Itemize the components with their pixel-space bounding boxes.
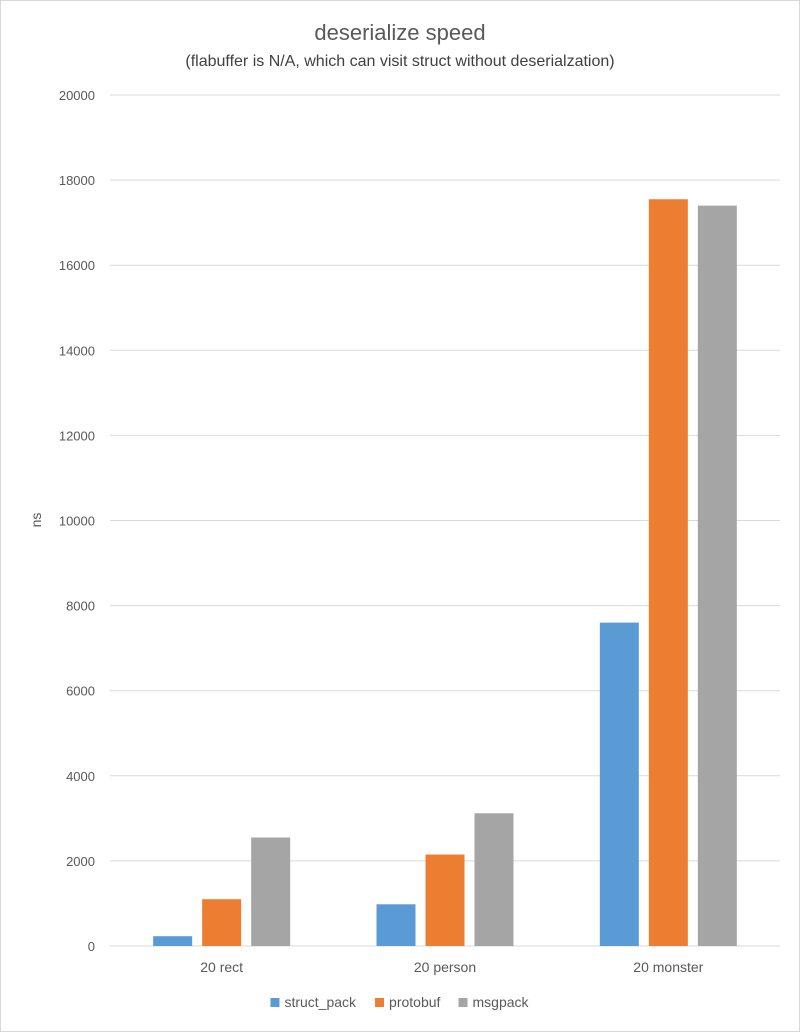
y-tick-label: 16000 (59, 258, 95, 273)
legend-item-msgpack: msgpack (458, 994, 530, 1010)
x-category-label: 20 monster (633, 959, 703, 975)
bar-struct-pack-20-rect (153, 936, 193, 946)
bar-struct-pack-20-monster (599, 622, 639, 946)
x-category-label: 20 rect (200, 959, 243, 975)
y-tick-label: 18000 (59, 173, 95, 188)
legend-swatch (458, 998, 468, 1007)
legend-label: protobuf (389, 994, 440, 1010)
legend-swatch (375, 998, 385, 1007)
y-tick-label: 8000 (66, 599, 95, 614)
legend-item-protobuf: protobuf (375, 994, 441, 1010)
legend-label: struct_pack (284, 994, 357, 1010)
legend-item-struct-pack: struct_pack (270, 994, 357, 1010)
y-tick-label: 14000 (59, 343, 95, 358)
y-tick-label: 4000 (66, 769, 95, 784)
legend-swatch (270, 998, 280, 1007)
bar-protobuf-20-monster (648, 199, 688, 946)
y-tick-label: 12000 (59, 428, 95, 443)
bar-msgpack-20-person (474, 813, 514, 946)
y-tick-label: 10000 (59, 514, 95, 529)
legend: struct_pack protobuf msgpack (270, 994, 530, 1010)
bar-msgpack-20-rect (251, 837, 291, 946)
y-tick-label: 2000 (66, 854, 95, 869)
bar-msgpack-20-monster (697, 205, 737, 946)
y-tick-label: 6000 (66, 684, 95, 699)
legend-label: msgpack (473, 994, 530, 1010)
bar-protobuf-20-rect (202, 899, 242, 946)
chart-subtitle: (flabuffer is N/A, which can visit struc… (185, 53, 614, 70)
y-axis-label: ns (28, 513, 44, 528)
bar-protobuf-20-person (425, 854, 465, 946)
y-tick-label: 20000 (59, 88, 95, 103)
x-category-label: 20 person (414, 959, 476, 975)
bar-struct-pack-20-person (376, 904, 416, 946)
y-tick-label: 0 (88, 939, 95, 954)
chart-title: deserialize speed (314, 20, 485, 45)
